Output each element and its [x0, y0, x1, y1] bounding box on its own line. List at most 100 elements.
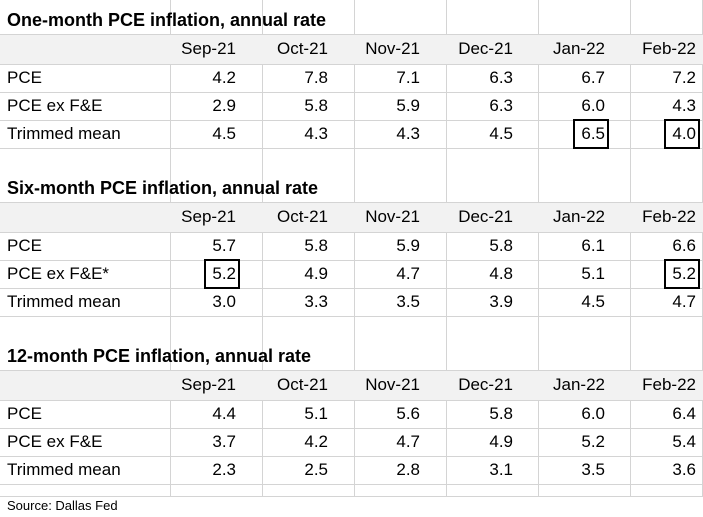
highlight-box: [204, 259, 240, 289]
table-cell: 4.3: [672, 96, 696, 115]
column-header: Feb-22: [642, 375, 696, 394]
table-cell: 5.1: [581, 264, 605, 283]
grid-line-vertical: [538, 0, 539, 496]
grid-line-horizontal: [0, 370, 703, 371]
table-cell: 4.4: [212, 404, 236, 423]
grid-line-horizontal: [0, 428, 703, 429]
table-cell: 5.2: [672, 264, 696, 283]
table-cell: 2.5: [304, 460, 328, 479]
table-cell: 6.3: [489, 68, 513, 87]
column-header: Dec-21: [458, 39, 513, 58]
table-cell: 5.8: [304, 96, 328, 115]
grid-line-horizontal: [0, 400, 703, 401]
table-cell: 5.8: [489, 404, 513, 423]
grid-line-horizontal: [0, 288, 703, 289]
table-cell: 3.6: [672, 460, 696, 479]
table-cell: 4.2: [212, 68, 236, 87]
table-cell: 4.8: [489, 264, 513, 283]
table-cell: 6.4: [672, 404, 696, 423]
column-header: Oct-21: [276, 375, 328, 394]
grid-line-horizontal: [0, 456, 703, 457]
grid-line-horizontal: [0, 120, 703, 121]
column-header: Oct-21: [276, 207, 328, 226]
column-header-row: [0, 370, 703, 400]
column-header: Nov-21: [365, 39, 420, 58]
grid-line-horizontal: [0, 34, 703, 35]
section-title: One-month PCE inflation, annual rate: [7, 10, 327, 30]
table-cell: 6.3: [489, 96, 513, 115]
column-header: Dec-21: [458, 207, 513, 226]
row-label: Trimmed mean: [7, 460, 121, 479]
row-label: PCE: [7, 68, 42, 87]
table-cell: 5.4: [672, 432, 696, 451]
column-header-row: [0, 34, 703, 64]
table-cell: 2.8: [396, 460, 420, 479]
table-cell: 6.5: [581, 124, 605, 143]
column-header: Jan-22: [553, 39, 605, 58]
table-cell: 5.9: [396, 96, 420, 115]
table-cell: 5.8: [304, 236, 328, 255]
row-label: Trimmed mean: [7, 292, 121, 311]
column-header: Jan-22: [553, 207, 605, 226]
column-header-row: [0, 202, 703, 232]
table-cell: 4.9: [489, 432, 513, 451]
column-header: Nov-21: [365, 207, 420, 226]
grid-line-horizontal: [0, 232, 703, 233]
table-cell: 4.5: [212, 124, 236, 143]
row-label: PCE ex F&E: [7, 432, 103, 451]
highlight-box: [573, 119, 609, 149]
table-cell: 6.6: [672, 236, 696, 255]
grid-line-horizontal: [0, 316, 703, 317]
table-cell: 5.7: [212, 236, 236, 255]
highlight-box: [664, 259, 700, 289]
table-cell: 4.5: [489, 124, 513, 143]
row-label: PCE: [7, 236, 42, 255]
grid-line-horizontal: [0, 92, 703, 93]
table-cell: 5.2: [212, 264, 236, 283]
table-cell: 6.0: [581, 404, 605, 423]
table-cell: 5.8: [489, 236, 513, 255]
row-label: PCE: [7, 404, 42, 423]
column-header: Sep-21: [181, 207, 236, 226]
highlight-box: [664, 119, 700, 149]
table-cell: 3.1: [489, 460, 513, 479]
table-cell: 3.7: [212, 432, 236, 451]
section-title: 12-month PCE inflation, annual rate: [7, 346, 312, 366]
column-header: Jan-22: [553, 375, 605, 394]
table-cell: 5.2: [581, 432, 605, 451]
column-header: Oct-21: [276, 39, 328, 58]
grid-line-vertical: [446, 0, 447, 496]
row-label: Trimmed mean: [7, 124, 121, 143]
grid-line-horizontal: [0, 484, 703, 485]
table-cell: 2.9: [212, 96, 236, 115]
table-cell: 7.1: [396, 68, 420, 87]
column-header: Nov-21: [365, 375, 420, 394]
column-header: Dec-21: [458, 375, 513, 394]
table-cell: 3.0: [212, 292, 236, 311]
grid-line-vertical: [262, 0, 263, 496]
grid-line-vertical: [630, 0, 631, 496]
table-cell: 6.7: [581, 68, 605, 87]
table-cell: 6.0: [581, 96, 605, 115]
table-cell: 4.3: [396, 124, 420, 143]
row-label: PCE ex F&E: [7, 96, 103, 115]
table-cell: 7.2: [672, 68, 696, 87]
table-cell: 3.9: [489, 292, 513, 311]
table-cell: 4.3: [304, 124, 328, 143]
column-header: Feb-22: [642, 39, 696, 58]
table-cell: 5.6: [396, 404, 420, 423]
table-cell: 2.3: [212, 460, 236, 479]
table-cell: 4.7: [396, 432, 420, 451]
grid-line-horizontal: [0, 64, 703, 65]
grid-line-horizontal: [0, 260, 703, 261]
grid-line-vertical: [354, 0, 355, 496]
grid-line-horizontal: [0, 202, 703, 203]
grid-line-horizontal: [0, 148, 703, 149]
section-title: Six-month PCE inflation, annual rate: [7, 178, 319, 198]
table-cell: 6.1: [581, 236, 605, 255]
table-cell: 7.8: [304, 68, 328, 87]
table-cell: 3.3: [304, 292, 328, 311]
table-cell: 5.1: [304, 404, 328, 423]
grid-line-vertical: [170, 0, 171, 496]
